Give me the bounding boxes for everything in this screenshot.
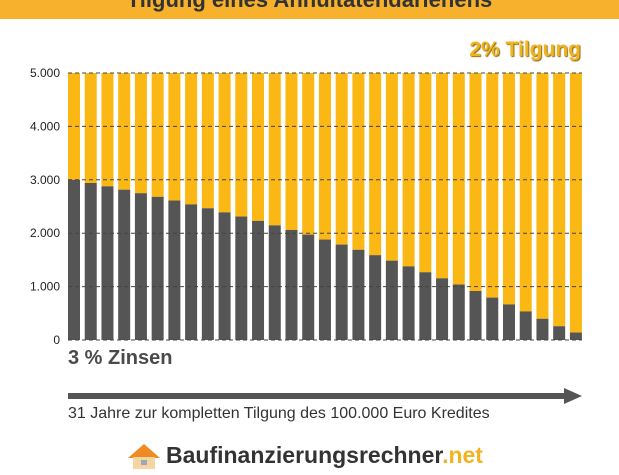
- bar-tilgung: [268, 73, 281, 226]
- bar-tilgung: [369, 73, 382, 256]
- y-tick-label: 0: [53, 333, 60, 347]
- bar-tilgung: [436, 73, 449, 279]
- bar-zinsen: [185, 204, 198, 340]
- bar-tilgung: [352, 73, 365, 250]
- bar-zinsen: [402, 266, 415, 340]
- bar-tilgung: [486, 73, 499, 298]
- y-tick-label: 3.000: [30, 173, 60, 187]
- bar-tilgung: [385, 73, 398, 261]
- bar-tilgung: [302, 73, 315, 235]
- bar-tilgung: [402, 73, 415, 267]
- bar-zinsen: [569, 332, 582, 340]
- bar-zinsen: [335, 244, 348, 340]
- bar-zinsen: [369, 255, 382, 340]
- bar-zinsen: [436, 278, 449, 340]
- logo-tld: .net: [442, 442, 483, 468]
- bar-tilgung: [68, 73, 80, 180]
- bar-zinsen: [553, 326, 566, 340]
- house-icon: [128, 444, 160, 469]
- bar-zinsen: [235, 216, 248, 340]
- bar-zinsen: [268, 225, 281, 340]
- site-logo[interactable]: Baufinanzierungsrechner.net: [126, 442, 483, 470]
- bar-tilgung: [419, 73, 432, 273]
- bar-zinsen: [352, 249, 365, 340]
- bar-zinsen: [486, 297, 499, 340]
- timeline-arrow: [68, 388, 582, 404]
- bar-tilgung: [469, 73, 482, 291]
- bar-zinsen: [469, 290, 482, 340]
- bar-tilgung: [101, 73, 114, 187]
- bar-zinsen: [84, 183, 97, 340]
- bar-tilgung: [185, 73, 198, 205]
- bar-zinsen: [168, 200, 181, 340]
- bar-tilgung: [452, 73, 465, 285]
- bar-zinsen: [151, 196, 164, 340]
- logo-name: Baufinanzierungsrechner: [166, 442, 443, 468]
- bar-tilgung: [235, 73, 248, 217]
- bar-tilgung: [218, 73, 231, 213]
- bar-zinsen: [134, 193, 147, 340]
- bar-zinsen: [318, 239, 331, 340]
- bar-zinsen: [452, 284, 465, 340]
- chart-title: Tilgung eines Annuitätendarlehens: [0, 0, 619, 13]
- bar-zinsen: [385, 260, 398, 340]
- bar-tilgung: [318, 73, 331, 240]
- bar-tilgung: [536, 73, 549, 319]
- bar-tilgung: [134, 73, 147, 194]
- bar-tilgung: [285, 73, 298, 230]
- bar-tilgung: [151, 73, 164, 197]
- bar-zinsen: [536, 318, 549, 340]
- title-bar: Tilgung eines Annuitätendarlehens: [0, 0, 619, 19]
- legend-tilgung: 2% Tilgung: [469, 38, 581, 61]
- bar-zinsen: [302, 234, 315, 340]
- bar-tilgung: [569, 73, 582, 333]
- bar-zinsen: [101, 186, 114, 340]
- y-tick-label: 5.000: [30, 66, 60, 80]
- bar-zinsen: [285, 229, 298, 340]
- bar-tilgung: [84, 73, 97, 184]
- bar-zinsen: [201, 208, 214, 340]
- stacked-bar-chart: 0 1.000 2.000 3.000 4.000 5.000: [30, 66, 582, 347]
- y-tick-label: 4.000: [30, 119, 60, 133]
- bar-zinsen: [218, 212, 231, 340]
- y-tick-label: 2.000: [30, 226, 60, 240]
- x-axis-caption: 31 Jahre zur kompletten Tilgung des 100.…: [68, 405, 490, 422]
- bar-zinsen: [502, 304, 515, 340]
- bar-tilgung: [252, 73, 265, 221]
- bar-tilgung: [502, 73, 515, 305]
- bar-tilgung: [201, 73, 214, 209]
- y-tick-label: 1.000: [30, 280, 60, 294]
- bar-tilgung: [118, 73, 131, 190]
- bar-tilgung: [335, 73, 348, 245]
- bar-zinsen: [419, 272, 432, 340]
- bar-zinsen: [519, 311, 532, 340]
- bar-tilgung: [553, 73, 566, 327]
- bar-zinsen: [118, 189, 131, 340]
- bar-tilgung: [519, 73, 532, 312]
- bar-zinsen: [252, 220, 265, 340]
- bar-tilgung: [168, 73, 181, 201]
- bar-zinsen: [68, 179, 80, 340]
- legend-zinsen: 3 % Zinsen: [68, 347, 173, 369]
